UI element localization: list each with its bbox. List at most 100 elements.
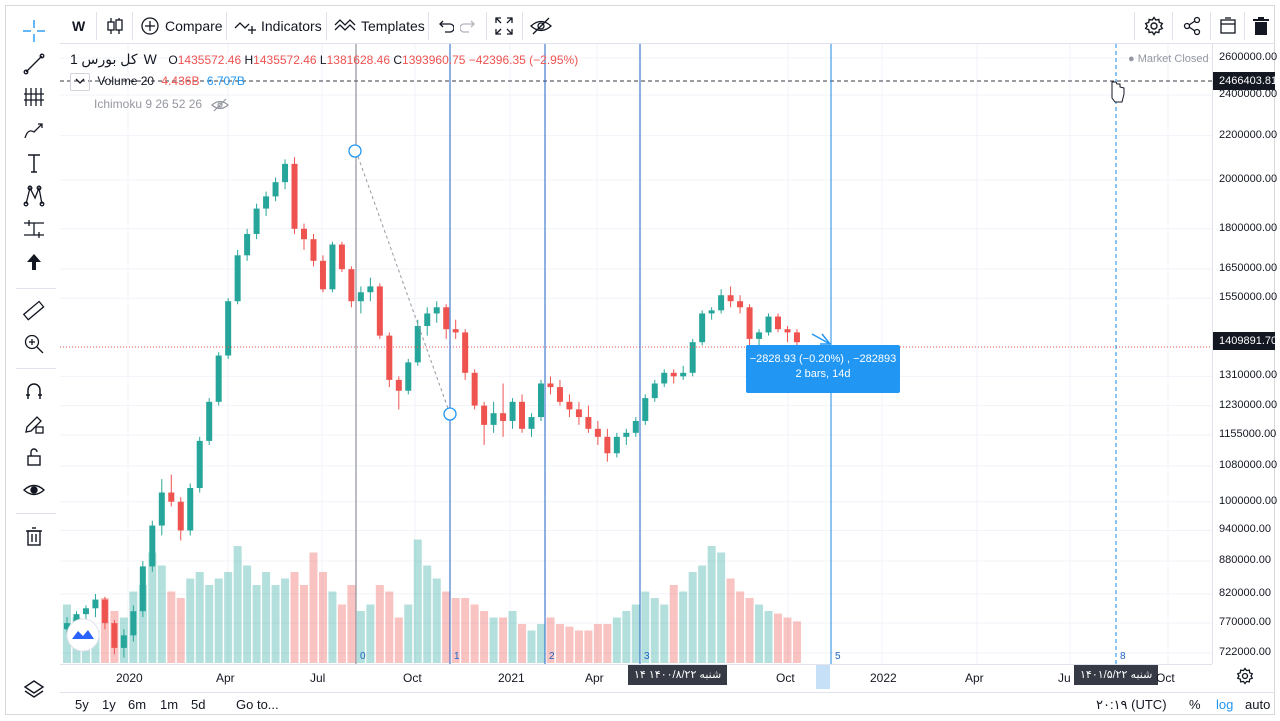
ruler-tool[interactable]: [16, 296, 52, 326]
axis-settings-button[interactable]: [1236, 667, 1254, 690]
indicators-icon: [234, 22, 256, 34]
fib-tool[interactable]: [16, 82, 52, 112]
symbol-name[interactable]: کل بورس: [81, 51, 138, 67]
range-1m[interactable]: 1m: [160, 697, 179, 712]
templates-button[interactable]: Templates: [334, 12, 425, 40]
crosshair-tool[interactable]: [16, 16, 52, 46]
range-5y[interactable]: 5y: [75, 697, 89, 712]
chart-type-button[interactable]: [104, 12, 126, 40]
candle: [756, 332, 763, 339]
volume-bar: [442, 591, 451, 663]
timezone-button[interactable]: ۲۰:۱۹ (UTC): [1096, 697, 1167, 712]
indicators-button[interactable]: Indicators: [234, 12, 322, 40]
candle: [120, 635, 127, 648]
candle: [538, 383, 544, 418]
volume-label[interactable]: Volume: [97, 74, 138, 89]
volume-bar: [688, 572, 697, 663]
share-button[interactable]: [1182, 12, 1202, 40]
compare-button[interactable]: Compare: [140, 12, 223, 40]
volume-bar: [641, 591, 650, 663]
range-5d[interactable]: 5d: [191, 697, 206, 712]
candle: [623, 432, 630, 437]
toolbar-divider: [16, 368, 56, 369]
candle: [196, 440, 203, 489]
candle: [367, 286, 374, 293]
unlock-tool[interactable]: [16, 442, 52, 472]
volume-bar: [603, 624, 612, 663]
delete-button[interactable]: [1252, 12, 1270, 40]
candle: [528, 417, 535, 429]
volume-bar: [480, 611, 489, 663]
volume-bar: [356, 611, 365, 663]
candle: [556, 387, 563, 402]
trash-icon: [26, 527, 42, 546]
delete-drawings-tool[interactable]: [16, 521, 52, 551]
volume-bar: [726, 578, 735, 663]
drawing-toolbar: [12, 8, 56, 708]
range-1y[interactable]: 1y: [102, 697, 116, 712]
time-axis[interactable]: شنبه ۱۴۰۰/۸/۲۲ ۱۴ شنبه ۱۴۰۱/۵/۲۲ 2020 Apr…: [60, 664, 1212, 690]
volume-bar: [499, 617, 508, 663]
volume-bar: [271, 585, 280, 663]
time-label: 2021: [498, 671, 525, 685]
candle: [139, 566, 146, 612]
candle: [177, 501, 184, 531]
arrow-up-tool[interactable]: [16, 247, 52, 277]
projection-tool[interactable]: [16, 214, 52, 244]
price-chart[interactable]: 0 1 2 3 5 8: [60, 44, 1212, 664]
undo-button[interactable]: [436, 12, 454, 40]
percent-toggle[interactable]: %: [1189, 697, 1201, 712]
volume-bar: [631, 604, 640, 663]
collapse-legend-button[interactable]: [70, 73, 90, 91]
redo-icon: [460, 20, 475, 33]
volume-bar: [224, 572, 233, 663]
range-6m[interactable]: 6m: [128, 697, 147, 712]
candle: [642, 398, 649, 421]
trend-line-tool[interactable]: [16, 49, 52, 79]
text-tool[interactable]: [16, 148, 52, 178]
auto-toggle[interactable]: auto: [1245, 697, 1271, 712]
magnet-icon: [26, 383, 42, 399]
object-tree-tool[interactable]: [16, 674, 52, 704]
price-label: 722000.00: [1219, 646, 1271, 658]
interval-button[interactable]: W: [72, 18, 86, 34]
hide-drawings-button[interactable]: [530, 12, 552, 40]
volume-bar: [318, 572, 327, 663]
price-label: 1550000.00: [1219, 291, 1278, 304]
time-label: Ju: [1058, 671, 1071, 685]
volume-bar: [157, 565, 166, 663]
share-icon: [1183, 16, 1201, 36]
goto-button[interactable]: Go to...: [236, 697, 279, 712]
plus-circle-icon: [141, 17, 159, 35]
zoom-tool[interactable]: [16, 329, 52, 359]
candle: [158, 492, 165, 526]
visibility-tool[interactable]: [16, 475, 52, 505]
price-axis[interactable]: 722000.00 770000.00 820000.00 880000.00 9400…: [1212, 44, 1278, 664]
redo-button[interactable]: [460, 12, 478, 40]
volume-bar: [707, 546, 716, 663]
settings-button[interactable]: [1144, 12, 1164, 40]
log-toggle[interactable]: log: [1216, 697, 1234, 712]
price-label: 940000.00: [1219, 523, 1271, 536]
candle: [651, 383, 658, 399]
candle: [263, 196, 270, 209]
brush-tool[interactable]: [16, 115, 52, 145]
ichimoku-label[interactable]: Ichimoku 9 26 52 26: [94, 97, 203, 111]
volume-bar: [489, 617, 498, 663]
volume-bar: [290, 572, 299, 663]
market-status: ● Market Closed: [1128, 53, 1209, 65]
candle: [130, 611, 137, 636]
lock-drawing-tool[interactable]: [16, 409, 52, 439]
pattern-tool[interactable]: [16, 181, 52, 211]
snapshot-button[interactable]: [1218, 12, 1238, 40]
time-axis-highlight: [816, 665, 830, 689]
volume-bar: [679, 591, 688, 663]
cycle-line-label: 0: [360, 651, 366, 662]
candle: [234, 255, 241, 302]
time-label: Apr: [965, 671, 984, 685]
candle: [272, 182, 279, 197]
fullscreen-button[interactable]: [494, 12, 514, 40]
candle: [500, 413, 507, 421]
candle: [746, 307, 753, 339]
magnet-tool[interactable]: [16, 376, 52, 406]
